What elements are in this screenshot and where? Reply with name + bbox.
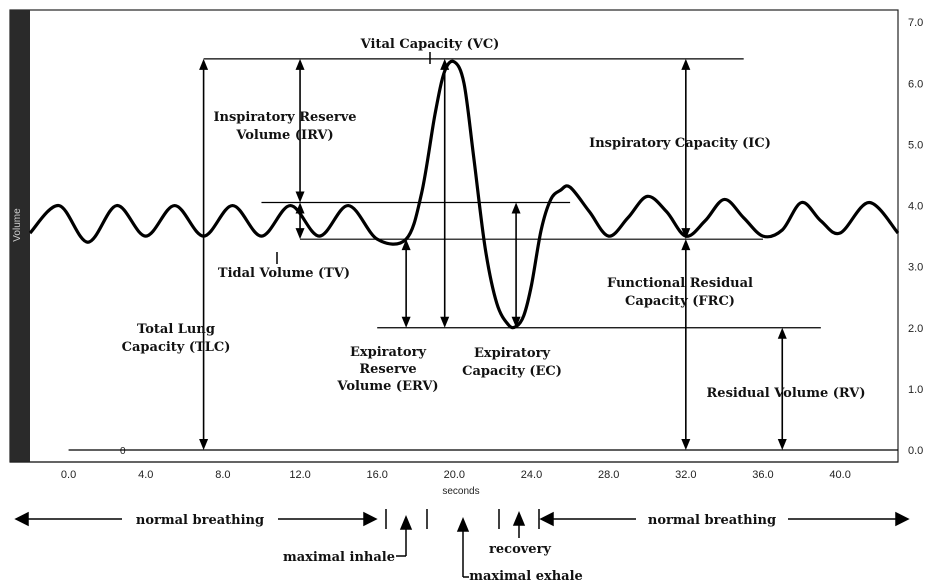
volume-arrow: [681, 239, 691, 450]
arrow-head-down: [199, 439, 209, 450]
arrow-head-up: [681, 239, 691, 251]
arrow-head-up: [199, 58, 209, 70]
y-tick-label: 4.0: [908, 201, 923, 213]
x-tick-labels: 0.0 4.0 8.0 12.0 16.0 20.0 24.0 28.0 32.0 36.0 40.…: [61, 469, 851, 481]
arrow-head-down: [401, 316, 411, 328]
ic-label: Inspiratory Capacity (IC): [589, 136, 771, 151]
ec-label-2: Capacity (EC): [462, 364, 562, 379]
x-tick-label: 36.0: [752, 469, 773, 481]
x-axis-label: seconds: [442, 486, 479, 497]
frc-label-1: Functional Residual: [607, 276, 753, 291]
y-tick-label: 3.0: [908, 262, 923, 274]
volume-arrow: [401, 239, 411, 328]
irv-label-1: Inspiratory Reserve: [213, 110, 356, 125]
arrow-head-down: [295, 191, 305, 203]
x-tick-label: 40.0: [829, 469, 850, 481]
y-axis-label: Volume: [12, 208, 23, 242]
volume-arrow: [199, 58, 209, 450]
erv-label-2: Reserve: [359, 362, 416, 377]
x-tick-label: 4.0: [138, 469, 153, 481]
arrow-head-down: [440, 316, 450, 328]
x-tick-label: 28.0: [598, 469, 619, 481]
arrow-head-up: [295, 58, 305, 70]
x-tick-label: 20.0: [444, 469, 465, 481]
y-tick-label: 6.0: [908, 78, 923, 90]
phase-arrowhead-left: [14, 511, 29, 527]
volume-arrow: [511, 202, 521, 328]
phase-label-maximal-inhale: maximal inhale: [283, 550, 395, 565]
y-axis-bar: [10, 10, 30, 462]
volume-curve: [28, 59, 900, 330]
x-tick-label: 32.0: [675, 469, 696, 481]
arrow-head-up: [681, 58, 691, 70]
x-tick-label: 16.0: [366, 469, 387, 481]
y-tick-label: 0.0: [908, 445, 923, 457]
volume-arrow: [295, 58, 305, 203]
y-tick-label: 1.0: [908, 384, 923, 396]
phase-label-recovery: recovery: [489, 542, 551, 557]
phase-label-normal-right: normal breathing: [648, 513, 776, 528]
arrow-head-up: [511, 202, 521, 214]
frc-label-2: Capacity (FRC): [625, 294, 735, 309]
erv-label-1: Expiratory: [350, 345, 426, 360]
x-tick-label: 12.0: [289, 469, 310, 481]
x-tick-label: 24.0: [521, 469, 542, 481]
y-tick-label: 5.0: [908, 139, 923, 151]
y-tick-label: 2.0: [908, 323, 923, 335]
phase-timeline: [14, 509, 910, 578]
inhale-pointer-head: [399, 515, 413, 530]
tv-label: Tidal Volume (TV): [218, 266, 350, 281]
arrow-head-up: [401, 239, 411, 251]
phase-label-maximal-exhale: maximal exhale: [469, 569, 583, 582]
irv-label-2: Volume (IRV): [235, 128, 333, 143]
volume-arrow: [440, 58, 450, 328]
y-tick-label: 7.0: [908, 17, 923, 29]
x-tick-label: 8.0: [215, 469, 230, 481]
arrow-head-up: [777, 327, 787, 339]
arrow-head-down: [681, 228, 691, 240]
tlc-label-1: Total Lung: [137, 322, 215, 337]
ec-label-1: Expiratory: [474, 346, 550, 361]
volume-arrow: [777, 327, 787, 450]
recovery-pointer-head: [512, 511, 526, 526]
x-tick-label: 0.0: [61, 469, 76, 481]
phase-label-normal-left: normal breathing: [136, 513, 264, 528]
phase-arrowhead-left-right: [363, 511, 378, 527]
y-tick-labels: 0.0 1.0 2.0 3.0 4.0 5.0 6.0 7.0: [908, 17, 923, 457]
tlc-label-2: Capacity (TLC): [122, 340, 231, 355]
rv-label: Residual Volume (RV): [707, 386, 866, 401]
exhale-pointer-head: [456, 517, 470, 532]
arrow-head-down: [777, 439, 787, 450]
arrow-head-down: [295, 228, 305, 240]
arrow-head-down: [511, 316, 521, 328]
phase-arrowhead-right: [895, 511, 910, 527]
annotations: Vital Capacity (VC) Inspiratory Reserve …: [122, 37, 866, 401]
zero-label: 0: [120, 446, 126, 457]
vc-label: Vital Capacity (VC): [360, 37, 500, 52]
erv-label-3: Volume (ERV): [336, 379, 438, 394]
phase-labels: normal breathing maximal inhale recovery…: [136, 513, 776, 582]
volume-arrow: [681, 58, 691, 240]
arrow-head-down: [681, 439, 691, 450]
